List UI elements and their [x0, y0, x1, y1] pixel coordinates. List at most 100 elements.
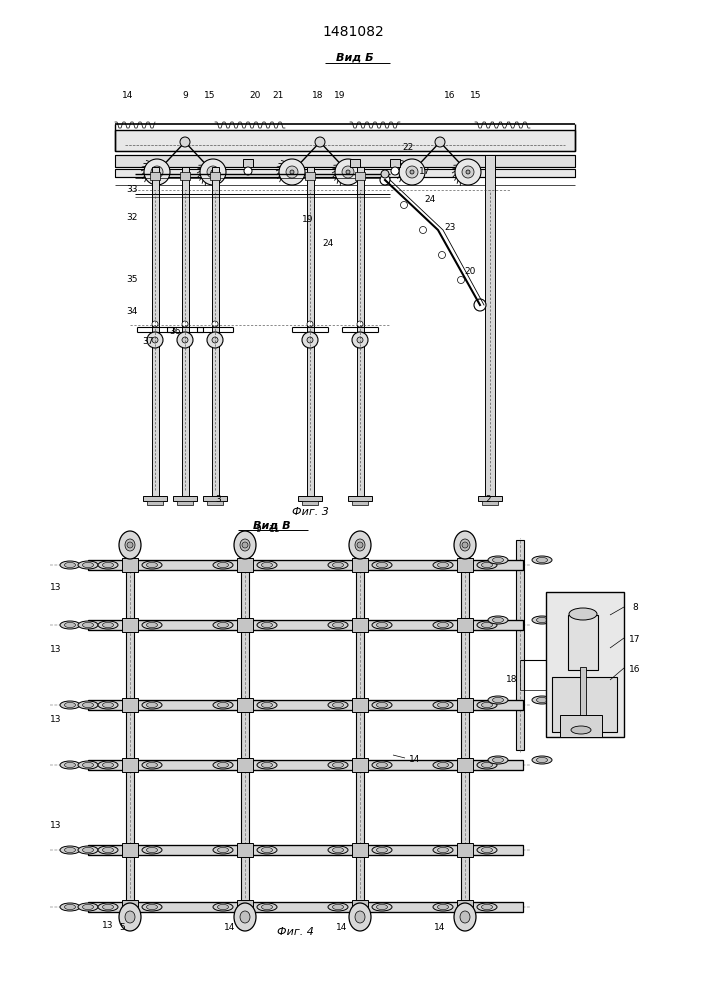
- Ellipse shape: [234, 903, 256, 931]
- Text: 11: 11: [269, 526, 281, 534]
- Ellipse shape: [234, 531, 256, 559]
- Text: 17: 17: [629, 636, 641, 645]
- Ellipse shape: [262, 762, 272, 768]
- Circle shape: [346, 170, 350, 174]
- Text: 21: 21: [272, 91, 284, 100]
- Ellipse shape: [257, 621, 277, 629]
- Ellipse shape: [218, 904, 228, 910]
- Bar: [352, 698, 368, 712]
- Ellipse shape: [438, 762, 448, 768]
- Bar: [307, 167, 314, 497]
- Ellipse shape: [377, 904, 387, 910]
- Ellipse shape: [218, 622, 228, 628]
- Ellipse shape: [125, 911, 135, 923]
- Circle shape: [152, 321, 158, 327]
- Text: 18: 18: [312, 91, 324, 100]
- Ellipse shape: [78, 561, 98, 569]
- Circle shape: [466, 170, 470, 174]
- Ellipse shape: [218, 762, 228, 768]
- Circle shape: [435, 137, 445, 147]
- Bar: [122, 544, 138, 552]
- Ellipse shape: [103, 904, 114, 910]
- Text: 16: 16: [629, 666, 641, 674]
- Ellipse shape: [328, 903, 348, 911]
- Ellipse shape: [377, 762, 387, 768]
- Text: 22: 22: [402, 143, 414, 152]
- Ellipse shape: [433, 903, 453, 911]
- Ellipse shape: [103, 622, 114, 628]
- Bar: [122, 698, 138, 712]
- Ellipse shape: [433, 701, 453, 709]
- Bar: [461, 548, 469, 918]
- Ellipse shape: [119, 903, 141, 931]
- Ellipse shape: [328, 701, 348, 709]
- Ellipse shape: [532, 756, 552, 764]
- Ellipse shape: [60, 701, 80, 709]
- Ellipse shape: [493, 557, 503, 563]
- Ellipse shape: [349, 903, 371, 931]
- Bar: [457, 558, 473, 572]
- Bar: [457, 618, 473, 632]
- Bar: [237, 900, 253, 914]
- Ellipse shape: [438, 904, 448, 910]
- Ellipse shape: [146, 847, 158, 853]
- Text: 14: 14: [122, 91, 134, 100]
- Bar: [88, 760, 523, 770]
- Circle shape: [391, 167, 399, 175]
- Bar: [88, 560, 523, 570]
- Ellipse shape: [438, 562, 448, 568]
- Circle shape: [315, 137, 325, 147]
- Bar: [352, 843, 368, 857]
- Bar: [302, 501, 318, 505]
- Ellipse shape: [372, 761, 392, 769]
- Text: 37: 37: [142, 338, 153, 347]
- Bar: [580, 667, 586, 737]
- Ellipse shape: [372, 903, 392, 911]
- Ellipse shape: [372, 846, 392, 854]
- Ellipse shape: [213, 621, 233, 629]
- Text: 34: 34: [127, 308, 138, 316]
- Bar: [457, 900, 473, 914]
- Ellipse shape: [537, 757, 547, 763]
- Text: 14: 14: [434, 922, 445, 932]
- Circle shape: [279, 159, 305, 185]
- Ellipse shape: [438, 622, 448, 628]
- Ellipse shape: [328, 761, 348, 769]
- Text: 14: 14: [409, 756, 421, 764]
- Ellipse shape: [146, 702, 158, 708]
- Bar: [88, 902, 523, 912]
- Ellipse shape: [213, 701, 233, 709]
- Circle shape: [211, 170, 215, 174]
- Ellipse shape: [532, 696, 552, 704]
- Ellipse shape: [142, 846, 162, 854]
- Bar: [352, 558, 368, 572]
- Text: 8: 8: [632, 602, 638, 611]
- Bar: [546, 592, 624, 737]
- Ellipse shape: [481, 622, 493, 628]
- Bar: [237, 544, 253, 552]
- Ellipse shape: [257, 561, 277, 569]
- Ellipse shape: [438, 847, 448, 853]
- Ellipse shape: [146, 622, 158, 628]
- Bar: [212, 167, 219, 497]
- Bar: [457, 914, 473, 922]
- Ellipse shape: [218, 562, 228, 568]
- Ellipse shape: [571, 726, 591, 734]
- Circle shape: [212, 321, 218, 327]
- Ellipse shape: [537, 697, 547, 703]
- Ellipse shape: [103, 702, 114, 708]
- Ellipse shape: [262, 562, 272, 568]
- Bar: [147, 501, 163, 505]
- Text: 9: 9: [182, 91, 188, 100]
- Ellipse shape: [481, 904, 493, 910]
- Ellipse shape: [372, 701, 392, 709]
- Ellipse shape: [332, 562, 344, 568]
- Text: 33: 33: [127, 186, 138, 194]
- Ellipse shape: [146, 762, 158, 768]
- Circle shape: [151, 166, 163, 178]
- Ellipse shape: [433, 621, 453, 629]
- Text: 14: 14: [224, 922, 235, 932]
- Bar: [457, 758, 473, 772]
- Circle shape: [474, 299, 486, 311]
- Bar: [122, 843, 138, 857]
